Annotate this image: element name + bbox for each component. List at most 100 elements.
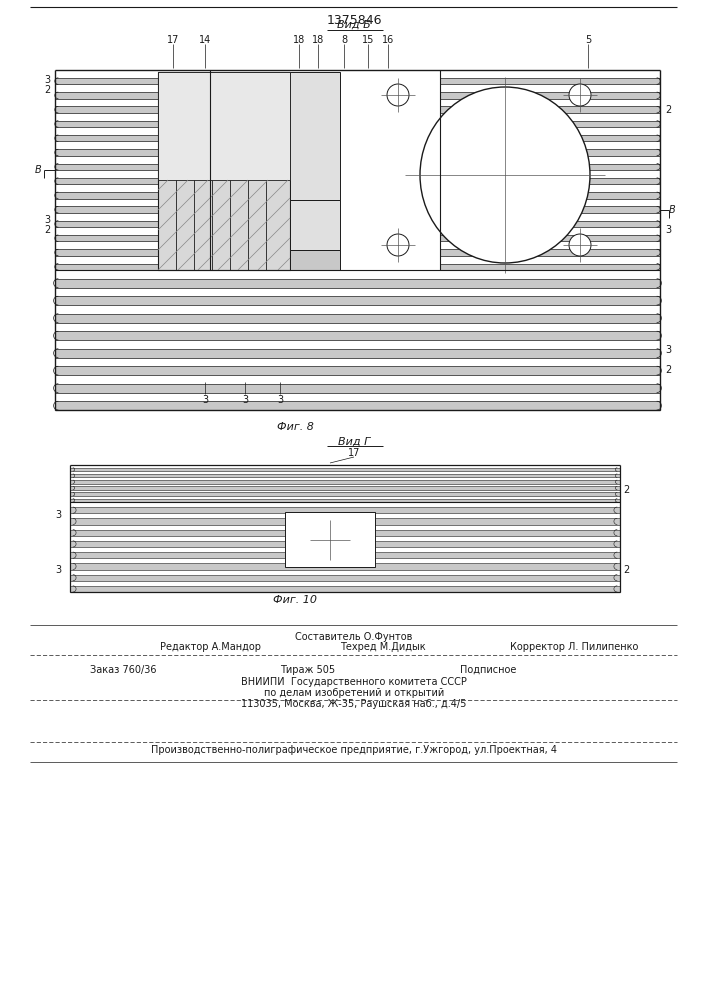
- Text: 3: 3: [277, 395, 283, 405]
- Bar: [440, 264, 660, 270]
- Bar: [55, 264, 210, 270]
- Bar: [55, 366, 660, 375]
- Bar: [440, 106, 660, 113]
- Bar: [70, 468, 620, 471]
- Bar: [70, 474, 620, 477]
- Bar: [55, 349, 660, 358]
- Bar: [210, 70, 440, 270]
- Text: Фиг. 8: Фиг. 8: [276, 422, 313, 432]
- Bar: [55, 149, 210, 156]
- Text: 18: 18: [312, 35, 324, 45]
- Bar: [70, 541, 620, 547]
- Text: 1375846: 1375846: [326, 14, 382, 27]
- Text: 16: 16: [382, 35, 394, 45]
- Text: Техред М.Дидык: Техред М.Дидык: [340, 642, 426, 652]
- Bar: [70, 586, 620, 592]
- Bar: [70, 492, 620, 496]
- Text: Составитель О.Фунтов: Составитель О.Фунтов: [296, 632, 413, 642]
- Text: 113035, Москва, Ж-35, Раушская наб., д.4/5: 113035, Москва, Ж-35, Раушская наб., д.4…: [241, 699, 467, 709]
- Bar: [440, 249, 660, 256]
- Bar: [440, 192, 660, 199]
- Bar: [70, 518, 620, 524]
- Bar: [55, 249, 210, 256]
- Circle shape: [569, 84, 591, 106]
- Circle shape: [569, 234, 591, 256]
- Text: Вид Г: Вид Г: [338, 437, 370, 447]
- Bar: [55, 314, 660, 322]
- Bar: [440, 149, 660, 156]
- Bar: [290, 72, 340, 200]
- Text: Вид Б: Вид Б: [337, 20, 371, 30]
- Bar: [440, 92, 660, 99]
- Bar: [158, 72, 290, 270]
- Bar: [55, 206, 210, 213]
- Text: ВНИИПИ  Государственного комитета СССР: ВНИИПИ Государственного комитета СССР: [241, 677, 467, 687]
- Text: 2: 2: [44, 225, 50, 235]
- Text: Корректор Л. Пилипенко: Корректор Л. Пилипенко: [510, 642, 638, 652]
- Text: 3: 3: [55, 565, 61, 575]
- Text: 3: 3: [202, 395, 208, 405]
- Bar: [55, 92, 210, 99]
- Bar: [70, 530, 620, 536]
- Bar: [55, 178, 210, 184]
- Bar: [55, 135, 210, 141]
- Bar: [440, 206, 660, 213]
- Bar: [70, 499, 620, 502]
- Text: 18: 18: [293, 35, 305, 45]
- Text: 8: 8: [341, 35, 347, 45]
- Text: 2: 2: [665, 105, 671, 115]
- Bar: [55, 164, 210, 170]
- Text: Заказ 760/36: Заказ 760/36: [90, 665, 156, 675]
- Text: В: В: [669, 205, 675, 215]
- Text: Редактор А.Мандор: Редактор А.Мандор: [160, 642, 261, 652]
- Text: 2: 2: [44, 85, 50, 95]
- Text: Тираж 505: Тираж 505: [280, 665, 335, 675]
- Bar: [285, 512, 375, 567]
- Bar: [55, 401, 660, 410]
- Bar: [55, 384, 660, 392]
- Bar: [55, 279, 660, 288]
- Bar: [55, 106, 210, 113]
- Bar: [70, 575, 620, 581]
- Text: 2: 2: [623, 485, 629, 495]
- Text: 3: 3: [665, 225, 671, 235]
- Text: 3: 3: [242, 395, 248, 405]
- Bar: [70, 486, 620, 490]
- Text: по делам изобретений и открытий: по делам изобретений и открытий: [264, 688, 444, 698]
- Text: 17: 17: [167, 35, 179, 45]
- Bar: [55, 221, 210, 227]
- Bar: [290, 250, 340, 270]
- Bar: [440, 221, 660, 227]
- Text: В: В: [35, 165, 42, 175]
- Bar: [70, 480, 620, 484]
- Bar: [70, 552, 620, 558]
- Text: 3: 3: [665, 345, 671, 355]
- Bar: [70, 507, 620, 513]
- Text: 3: 3: [44, 75, 50, 85]
- Ellipse shape: [420, 87, 590, 263]
- Bar: [440, 235, 660, 241]
- Text: Производственно-полиграфическое предприятие, г.Ужгород, ул.Проектная, 4: Производственно-полиграфическое предприя…: [151, 745, 557, 755]
- Bar: [55, 296, 660, 305]
- Bar: [440, 78, 660, 84]
- Text: 2: 2: [665, 365, 671, 375]
- Text: Подписное: Подписное: [460, 665, 516, 675]
- Bar: [290, 200, 340, 250]
- Text: 3: 3: [55, 510, 61, 520]
- Text: 14: 14: [199, 35, 211, 45]
- Bar: [440, 135, 660, 141]
- Text: 2: 2: [623, 565, 629, 575]
- Bar: [55, 235, 210, 241]
- Text: 3: 3: [44, 215, 50, 225]
- Circle shape: [387, 234, 409, 256]
- Circle shape: [387, 84, 409, 106]
- Bar: [70, 563, 620, 570]
- Bar: [440, 178, 660, 184]
- Bar: [440, 164, 660, 170]
- Bar: [55, 331, 660, 340]
- Text: 17: 17: [348, 448, 360, 458]
- Bar: [158, 72, 290, 180]
- Bar: [440, 121, 660, 127]
- Text: 5: 5: [585, 35, 591, 45]
- Text: Фиг. 10: Фиг. 10: [273, 595, 317, 605]
